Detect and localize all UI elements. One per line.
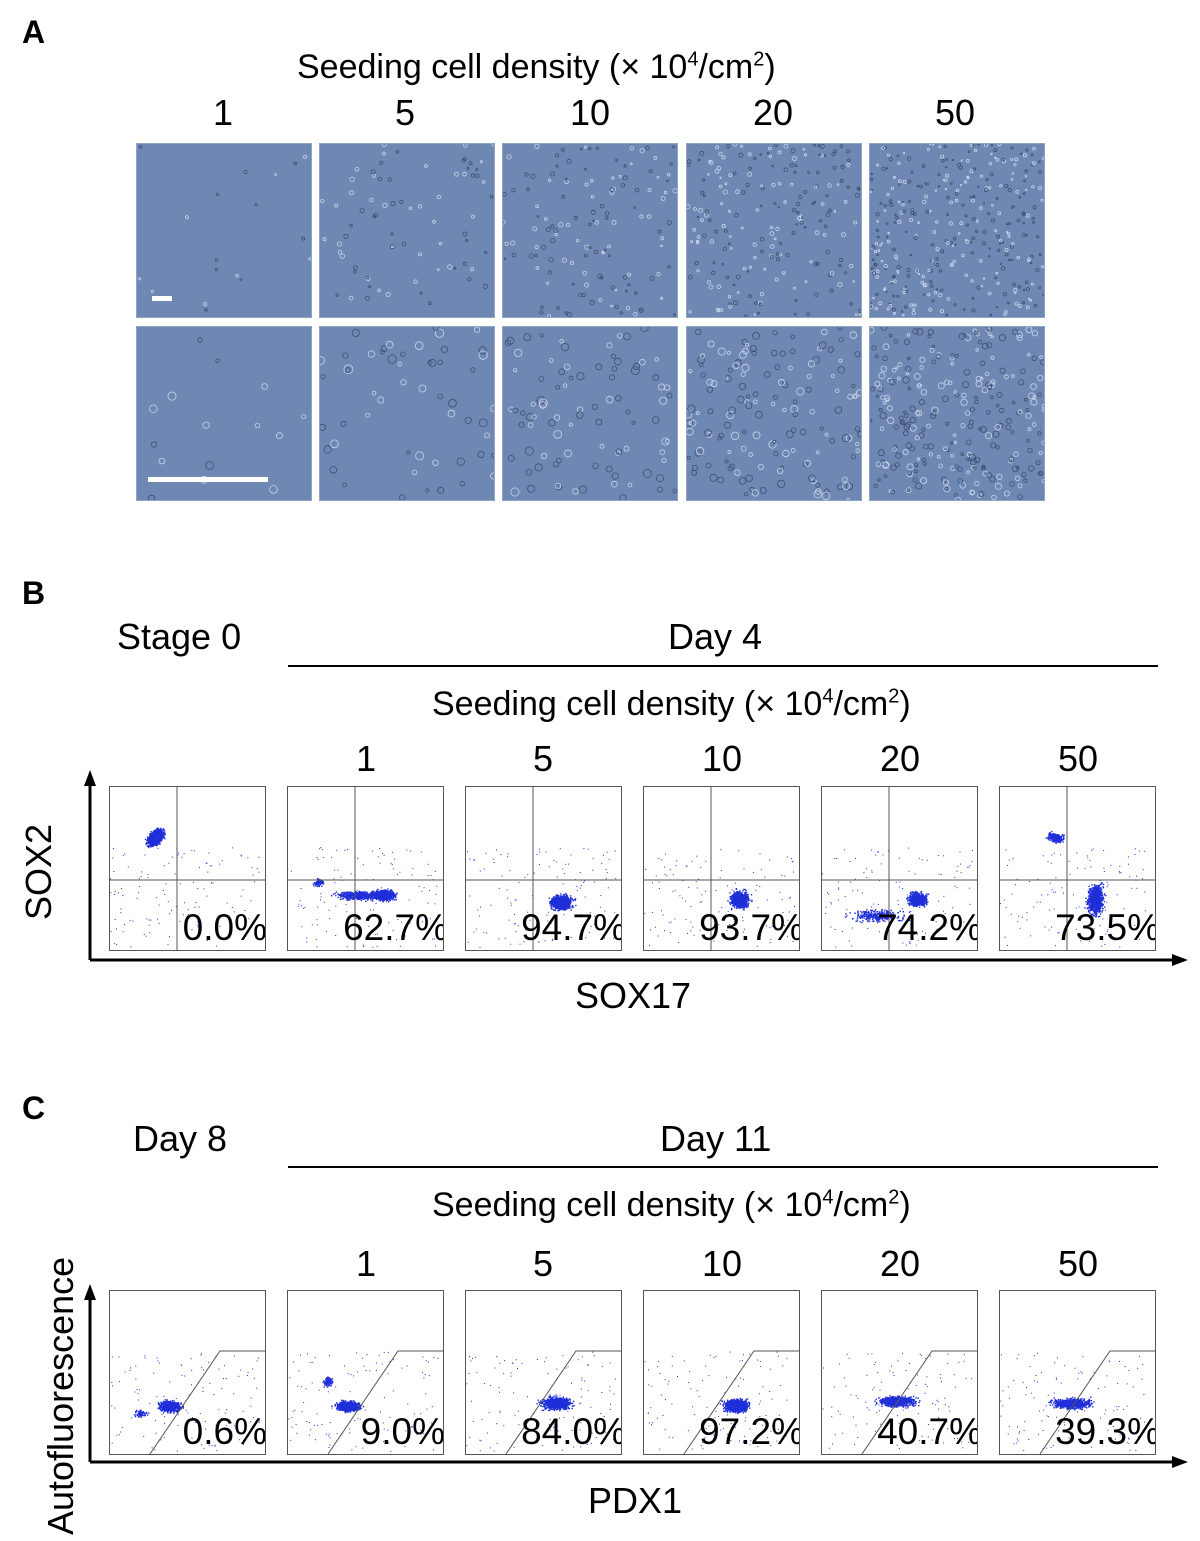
title-unit-exponent: 2 [888,685,900,708]
percentage-label: 74.2% [877,907,978,948]
title-exponent: 4 [822,1186,834,1209]
micrograph-high-mag-20 [686,326,862,501]
title-exponent: 4 [687,48,699,71]
condition-label-day8: Day 8 [133,1118,228,1159]
panel-a-title: Seeding cell density (× 104/cm2) [297,48,776,87]
density-label: 20 [879,1243,921,1284]
panel-c-title: Seeding cell density (× 104/cm2) [432,1186,911,1225]
flow-plot-day8: 0.6% [109,1290,266,1455]
title-multiplier: × 10 [620,48,688,86]
density-label: 20 [879,738,921,779]
percentage-label: 73.5% [1055,907,1156,948]
scale-bar [152,296,172,301]
flow-plot-density-50: 73.5% [999,786,1156,951]
micrograph-high-mag-5 [319,326,495,501]
x-axis-label-sox17: SOX17 [575,975,692,1016]
density-label: 5 [394,92,416,133]
title-multiplier: × 10 [755,1186,823,1224]
flow-plot-density-1: 9.0% [287,1290,444,1455]
y-axis-label-sox2: SOX2 [18,823,59,920]
flow-plot-density-50: 39.3% [999,1290,1156,1455]
flow-plot-density-20: 40.7% [821,1290,978,1455]
percentage-label: 40.7% [877,1411,978,1452]
bracket-line [288,1166,1158,1168]
density-label: 10 [701,738,743,779]
title-text: Seeding cell density ( [297,48,621,86]
density-label: 50 [1057,1243,1099,1284]
title-unit: /cm [833,685,889,723]
micrograph-high-mag-1 [136,326,312,501]
percentage-label: 9.0% [360,1411,444,1452]
y-axis-label-autofluorescence: Autofluorescence [40,1256,81,1535]
panel-b-title: Seeding cell density (× 104/cm2) [432,685,911,724]
percentage-label: 93.7% [699,907,800,948]
flow-plot-density-1: 62.7% [287,786,444,951]
percentage-label: 94.7% [521,907,622,948]
density-label: 5 [532,738,554,779]
title-close: ) [764,48,776,86]
title-exponent: 4 [822,685,834,708]
percentage-label: 62.7% [343,907,444,948]
title-close: ) [899,685,911,723]
density-label: 50 [1057,738,1099,779]
flow-plot-density-5: 94.7% [465,786,622,951]
condition-label-day4: Day 4 [668,616,763,657]
title-unit: /cm [698,48,754,86]
title-text: Seeding cell density ( [432,1186,756,1224]
flow-plot-density-10: 93.7% [643,786,800,951]
micrograph-low-mag-20 [686,143,862,318]
density-label: 10 [569,92,611,133]
micrograph-high-mag-50 [869,326,1045,501]
title-unit-exponent: 2 [753,48,765,71]
percentage-label: 39.3% [1055,1411,1156,1452]
title-close: ) [899,1186,911,1224]
micrograph-low-mag-5 [319,143,495,318]
density-label: 10 [701,1243,743,1284]
percentage-label: 97.2% [699,1411,800,1452]
density-label: 5 [532,1243,554,1284]
flow-plot-stage0: 0.0% [109,786,266,951]
micrograph-high-mag-10 [502,326,678,501]
condition-label-stage0: Stage 0 [117,616,242,657]
flow-plot-density-5: 84.0% [465,1290,622,1455]
density-label: 1 [355,738,377,779]
density-label: 50 [934,92,976,133]
bracket-line [288,665,1158,667]
flow-plot-density-20: 74.2% [821,786,978,951]
condition-label-day11: Day 11 [660,1118,772,1159]
density-label: 20 [752,92,794,133]
title-unit-exponent: 2 [888,1186,900,1209]
panel-c-letter: C [22,1090,46,1126]
percentage-label: 0.6% [182,1411,266,1452]
micrograph-low-mag-50 [869,143,1045,318]
title-text: Seeding cell density ( [432,685,756,723]
panel-a-letter: A [22,14,46,50]
percentage-label: 0.0% [182,907,266,948]
density-label: 1 [355,1243,377,1284]
micrograph-low-mag-1 [136,143,312,318]
micrograph-low-mag-10 [502,143,678,318]
title-multiplier: × 10 [755,685,823,723]
scale-bar [148,477,268,482]
density-label: 1 [212,92,234,133]
title-unit: /cm [833,1186,889,1224]
panel-b-letter: B [22,575,46,611]
flow-plot-density-10: 97.2% [643,1290,800,1455]
percentage-label: 84.0% [521,1411,622,1452]
x-axis-label-pdx1: PDX1 [588,1480,683,1521]
